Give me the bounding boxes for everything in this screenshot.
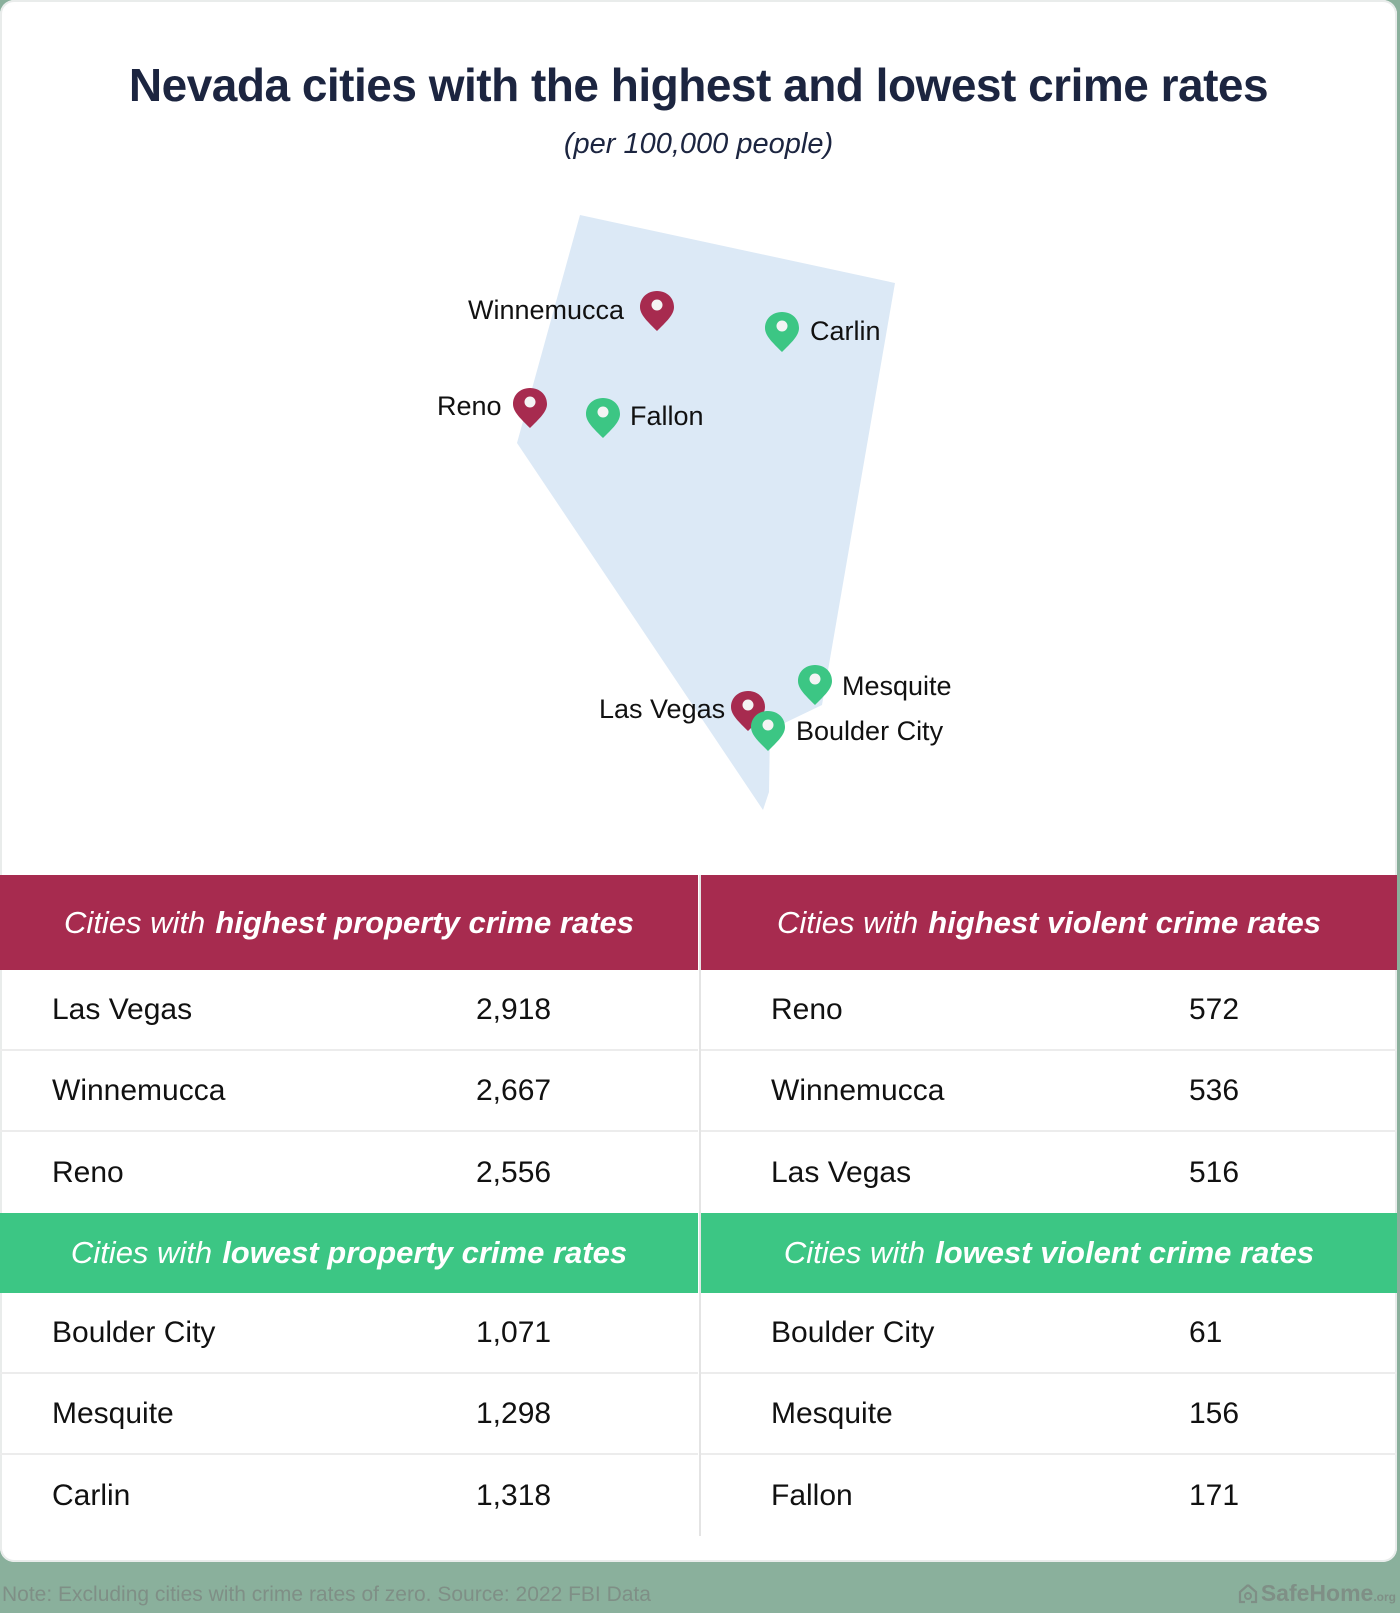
infographic-card: Nevada cities with the highest and lowes… (0, 0, 1397, 1562)
map-pin-icon[interactable] (764, 310, 800, 354)
nevada-state-shape (517, 215, 895, 810)
header-light-text: Cities with (783, 1235, 926, 1270)
map-label-fallon: Fallon (630, 401, 704, 431)
brand-name: SafeHome (1260, 1580, 1374, 1606)
map-label-las-vegas: Las Vegas (599, 694, 726, 724)
map-pin-icon[interactable] (797, 663, 833, 707)
header-light-text: Cities with (776, 904, 919, 940)
city-name: Reno (771, 992, 843, 1026)
table-row: Reno 2,556 (0, 1132, 698, 1213)
city-name: Las Vegas (771, 1155, 912, 1189)
header-light-text: Cities with (64, 904, 206, 940)
header-bold-text: lowest property crime rates (222, 1235, 628, 1270)
crime-rate-value: 1,298 (476, 1396, 552, 1430)
page-subtitle: (per 100,000 people) (563, 128, 834, 160)
map-pin-icon[interactable] (585, 396, 621, 440)
lowest-violent-list: Boulder City 61 Mesquite 156 Fallon 171 (701, 1293, 1397, 1536)
city-name: Carlin (52, 1478, 131, 1512)
brand-tld: .org (1373, 1590, 1396, 1604)
crime-rate-value: 156 (1189, 1396, 1240, 1430)
city-name: Winnemucca (771, 1073, 945, 1107)
map-pin-icon[interactable] (639, 289, 675, 333)
city-name: Mesquite (771, 1396, 893, 1430)
table-row: Reno 572 (701, 970, 1397, 1051)
crime-rate-value: 1,071 (476, 1315, 552, 1349)
crime-rate-value: 516 (1189, 1155, 1240, 1189)
map-pin-icon[interactable] (512, 386, 548, 430)
city-name: Las Vegas (52, 992, 193, 1026)
table-row: Las Vegas 2,918 (0, 970, 698, 1051)
city-name: Boulder City (52, 1315, 216, 1349)
crime-rate-value: 2,667 (476, 1073, 552, 1107)
table-row: Las Vegas 516 (701, 1132, 1397, 1213)
page-title: Nevada cities with the highest and lowes… (128, 59, 1269, 111)
table-row: Winnemucca 536 (701, 1051, 1397, 1132)
crime-rate-value: 61 (1189, 1315, 1223, 1349)
brand-logo[interactable]: SafeHome .org (1238, 1580, 1396, 1607)
lowest-property-header: Cities with lowest property crime rates (0, 1213, 698, 1293)
highest-property-list: Las Vegas 2,918 Winnemucca 2,667 Reno 2,… (0, 970, 698, 1213)
header-light-text: Cities with (70, 1235, 213, 1270)
city-name: Winnemucca (52, 1073, 226, 1107)
map-label-mesquite: Mesquite (842, 671, 952, 701)
map-pin-icon[interactable] (750, 709, 786, 753)
map-label-reno: Reno (437, 391, 502, 421)
map-label-boulder-city: Boulder City (796, 716, 944, 746)
city-name: Reno (52, 1155, 124, 1189)
violent-crime-column: Cities with highest violent crime rates … (699, 875, 1397, 1536)
lowest-property-list: Boulder City 1,071 Mesquite 1,298 Carlin… (0, 1293, 698, 1536)
crime-rate-value: 2,556 (476, 1155, 552, 1189)
house-icon (1238, 1583, 1257, 1603)
map-label-carlin: Carlin (810, 316, 881, 346)
table-row: Carlin 1,318 (0, 1455, 698, 1536)
highest-violent-list: Reno 572 Winnemucca 536 Las Vegas 516 (701, 970, 1397, 1213)
crime-rate-value: 536 (1189, 1073, 1240, 1107)
crime-rate-value: 2,918 (476, 992, 552, 1026)
highest-property-header: Cities with highest property crime rates (0, 875, 698, 970)
table-row: Boulder City 1,071 (0, 1293, 698, 1374)
header-bold-text: highest violent crime rates (928, 904, 1322, 940)
table-row: Mesquite 1,298 (0, 1374, 698, 1455)
property-crime-column: Cities with highest property crime rates… (0, 875, 698, 1536)
table-row: Mesquite 156 (701, 1374, 1397, 1455)
header-bold-text: highest property crime rates (215, 904, 634, 940)
header-bold-text: lowest violent crime rates (935, 1235, 1315, 1270)
city-name: Fallon (771, 1478, 853, 1512)
table-row: Winnemucca 2,667 (0, 1051, 698, 1132)
crime-rate-value: 572 (1189, 992, 1240, 1026)
highest-violent-header: Cities with highest violent crime rates (701, 875, 1397, 970)
city-name: Mesquite (52, 1396, 174, 1430)
lowest-violent-header: Cities with lowest violent crime rates (701, 1213, 1397, 1293)
map-label-winnemucca: Winnemucca (468, 295, 625, 325)
table-row: Fallon 171 (701, 1455, 1397, 1536)
crime-rate-value: 171 (1189, 1478, 1240, 1512)
city-name: Boulder City (771, 1315, 935, 1349)
source-note: Note: Excluding cities with crime rates … (2, 1583, 651, 1606)
nevada-map: Winnemucca Carlin Reno Fallon Mesquite (437, 215, 952, 810)
table-row: Boulder City 61 (701, 1293, 1397, 1374)
crime-rate-value: 1,318 (476, 1478, 552, 1512)
